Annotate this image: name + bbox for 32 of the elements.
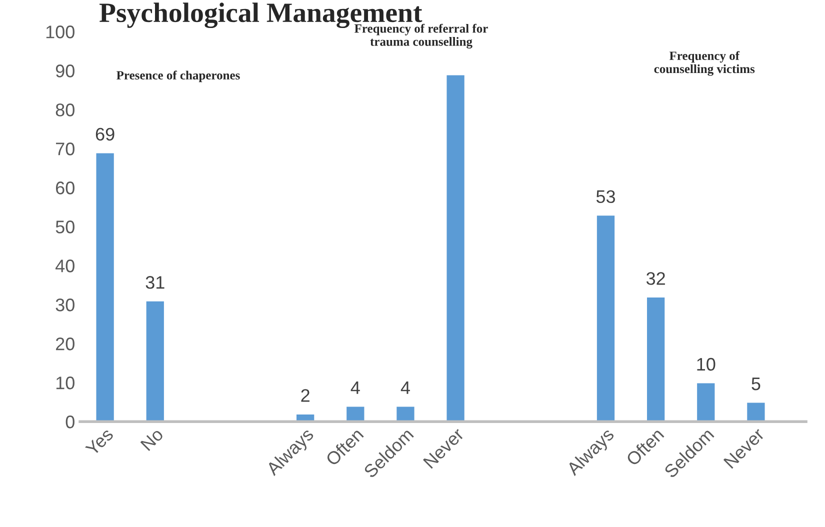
- bar: [696, 382, 716, 422]
- bar: [746, 401, 766, 422]
- data-label: 69: [96, 128, 114, 141]
- data-label: 5: [752, 378, 760, 390]
- y-tick-label: 20: [56, 338, 74, 350]
- x-tick-label: No: [140, 427, 164, 452]
- data-label: 32: [646, 272, 665, 285]
- y-tick-label: 10: [56, 376, 74, 390]
- bar: [646, 296, 666, 422]
- y-tick-label: 40: [55, 260, 74, 272]
- y-tick-label: 90: [56, 64, 74, 78]
- bar: [94, 152, 116, 422]
- y-tick-label: 0: [66, 416, 74, 428]
- data-label: 2: [301, 389, 310, 402]
- bar: [345, 405, 366, 422]
- data-label: 53: [596, 190, 615, 204]
- annotation: Presence of chaperones: [116, 70, 240, 82]
- bar: [445, 74, 466, 422]
- data-label: 4: [400, 382, 410, 394]
- bar: [144, 300, 166, 422]
- y-tick-label: 50: [56, 220, 74, 234]
- data-label: 31: [146, 276, 164, 289]
- y-tick-label: 30: [56, 298, 74, 312]
- data-label: 4: [350, 382, 360, 394]
- y-tick-label: 70: [56, 142, 74, 156]
- data-label: 10: [697, 358, 716, 371]
- bar: [596, 214, 616, 422]
- annotation: Frequency of counselling victims: [654, 51, 755, 76]
- y-tick-label: 60: [56, 182, 74, 194]
- y-tick-label: 80: [56, 104, 74, 116]
- x-tick-label: Yes: [84, 427, 114, 456]
- y-tick-label: 100: [46, 26, 74, 38]
